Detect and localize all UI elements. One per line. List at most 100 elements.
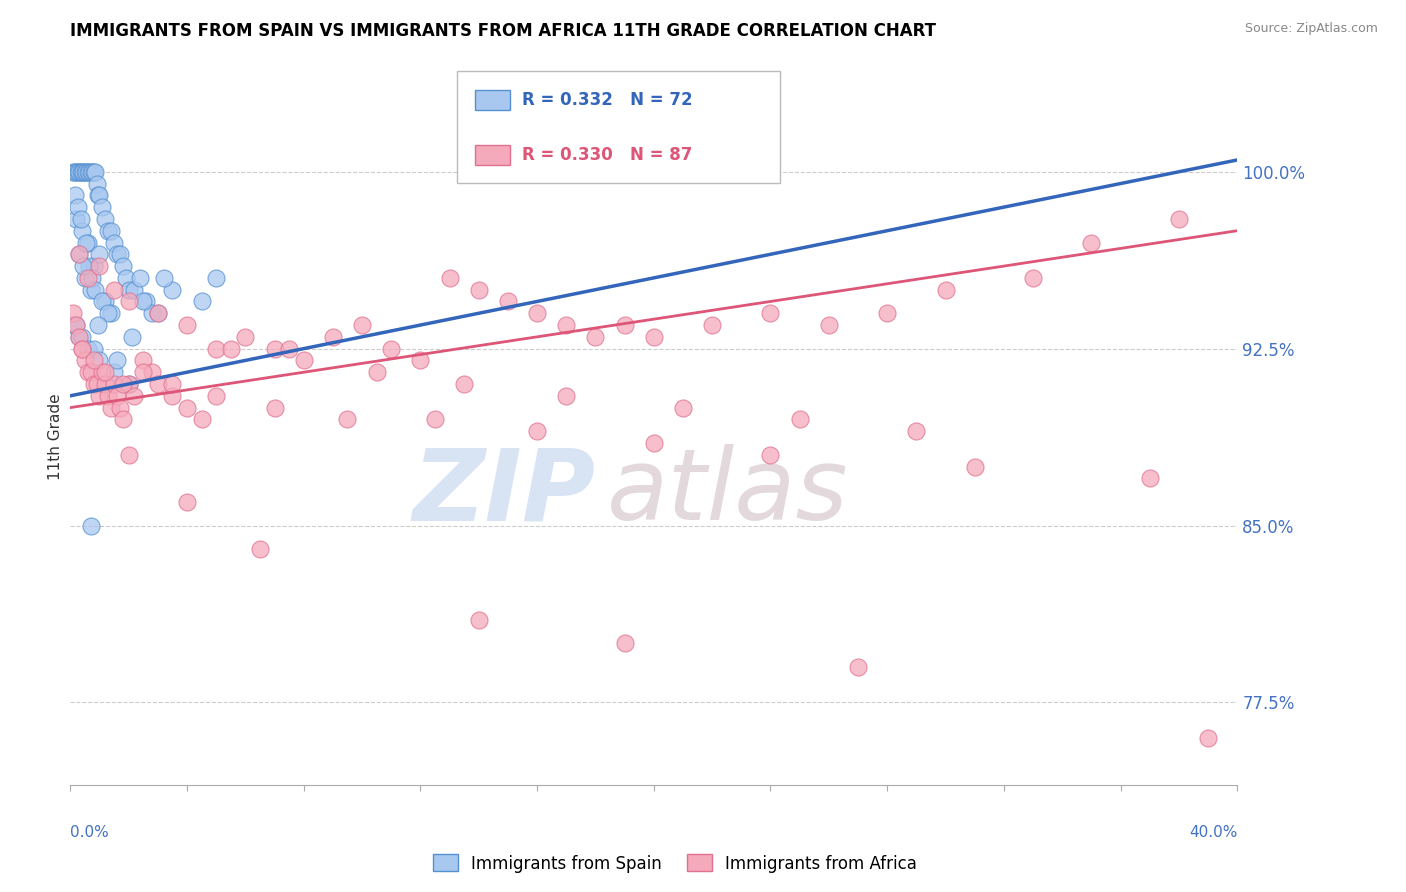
Point (1139, 471, 1161, 485)
Point (453, 377, 475, 392)
Point (91, 365, 114, 379)
Point (72, 259, 94, 273)
Point (70, 165, 93, 179)
Point (70, 330, 93, 344)
Point (468, 283, 491, 297)
Point (759, 448, 782, 462)
Y-axis label: 11th Grade: 11th Grade (48, 393, 63, 481)
Point (111, 412, 134, 426)
Point (75, 165, 97, 179)
Point (846, 660, 869, 674)
Point (118, 377, 141, 392)
Point (789, 412, 811, 426)
Legend: Immigrants from Spain, Immigrants from Africa: Immigrants from Spain, Immigrants from A… (426, 847, 924, 880)
Point (82, 165, 104, 179)
Point (66, 165, 89, 179)
Point (702, 318, 724, 332)
Point (352, 318, 374, 332)
Point (818, 318, 841, 332)
Point (162, 377, 184, 392)
Point (65, 165, 87, 179)
Point (118, 294, 141, 309)
Point (76, 165, 98, 179)
Point (76, 365, 98, 379)
Point (67, 165, 90, 179)
Point (94, 211, 117, 226)
Point (129, 271, 152, 285)
Point (83, 342, 105, 356)
Point (643, 436, 665, 450)
Text: IMMIGRANTS FROM SPAIN VS IMMIGRANTS FROM AFRICA 11TH GRADE CORRELATION CHART: IMMIGRANTS FROM SPAIN VS IMMIGRANTS FROM… (70, 22, 936, 40)
Point (86, 177, 108, 191)
Point (124, 283, 146, 297)
Point (70, 224, 93, 238)
Point (105, 353, 128, 368)
Point (105, 389, 128, 403)
Text: 40.0%: 40.0% (1189, 825, 1237, 840)
Point (80, 283, 103, 297)
Point (82, 271, 104, 285)
Point (62, 165, 84, 179)
Point (69, 211, 91, 226)
Point (176, 318, 198, 332)
Point (67, 247, 90, 261)
Point (103, 283, 125, 297)
Point (89, 188, 111, 202)
Point (249, 542, 271, 557)
Text: ZIP: ZIP (412, 444, 596, 541)
Text: Source: ZipAtlas.com: Source: ZipAtlas.com (1244, 22, 1378, 36)
Point (89, 389, 111, 403)
Point (83, 353, 105, 368)
Point (76, 271, 98, 285)
Point (89, 353, 111, 368)
Point (83, 377, 105, 392)
Point (118, 377, 141, 392)
Point (905, 424, 928, 438)
Point (146, 306, 169, 320)
Text: R = 0.332   N = 72: R = 0.332 N = 72 (522, 91, 692, 109)
Point (65, 318, 87, 332)
Point (132, 294, 155, 309)
Point (73, 165, 96, 179)
Point (97, 306, 120, 320)
Point (86, 377, 108, 392)
Point (176, 401, 198, 415)
Point (62, 318, 84, 332)
Text: atlas: atlas (607, 444, 849, 541)
Point (205, 271, 228, 285)
Point (496, 294, 519, 309)
Point (72, 165, 94, 179)
Point (84, 283, 107, 297)
Point (80, 165, 103, 179)
Point (190, 294, 212, 309)
Point (235, 330, 257, 344)
Point (63, 188, 86, 202)
Point (146, 377, 169, 392)
Point (322, 330, 344, 344)
Point (263, 342, 285, 356)
Point (278, 342, 301, 356)
Point (76, 342, 98, 356)
Point (100, 306, 122, 320)
Point (105, 247, 128, 261)
Point (83, 259, 105, 273)
Point (62, 306, 84, 320)
Point (162, 283, 184, 297)
Point (613, 318, 636, 332)
Point (1022, 271, 1045, 285)
Point (336, 412, 359, 426)
Point (89, 259, 111, 273)
Point (118, 448, 141, 462)
Point (75, 235, 97, 250)
Point (100, 224, 122, 238)
Point (555, 389, 578, 403)
Point (162, 389, 184, 403)
Point (963, 459, 986, 474)
Point (526, 424, 548, 438)
Point (1197, 731, 1219, 745)
Point (124, 389, 146, 403)
Point (91, 200, 114, 214)
Point (67, 247, 90, 261)
Point (380, 342, 402, 356)
Text: 0.0%: 0.0% (70, 825, 110, 840)
